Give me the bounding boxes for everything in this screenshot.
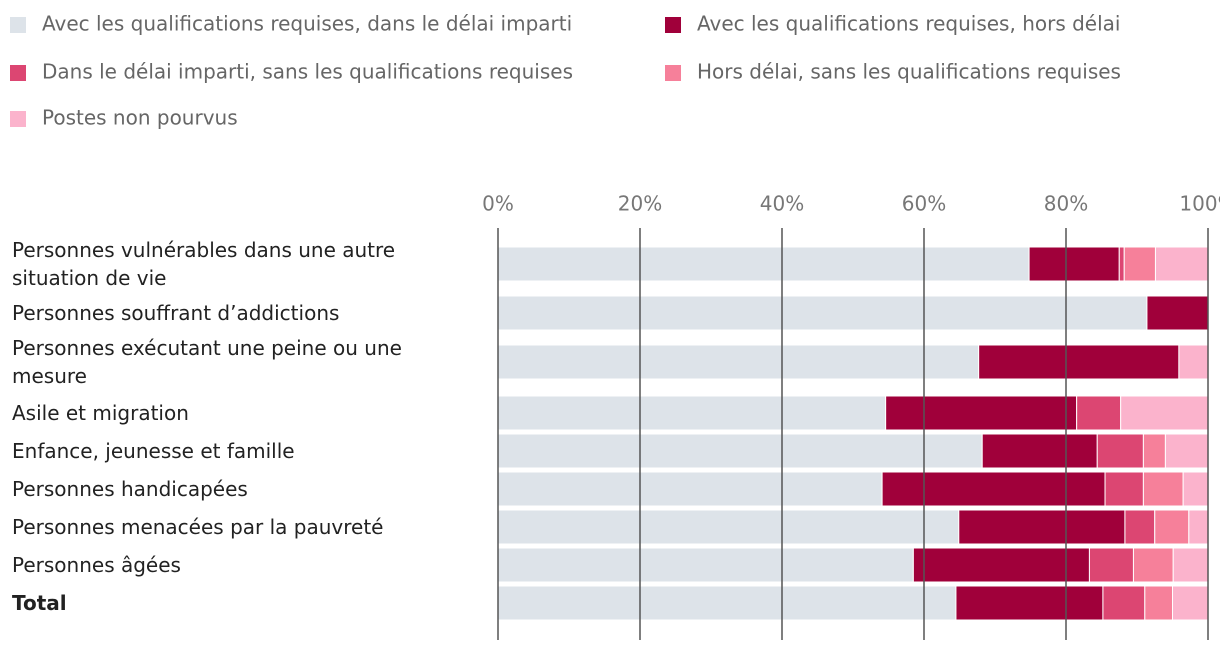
legend-swatch [10, 111, 26, 127]
category-label: Personnes vulnérables dans une autre sit… [12, 238, 396, 290]
bar-segment [1120, 395, 1209, 431]
x-tick-label: 60% [902, 192, 946, 216]
bar-segment [1104, 471, 1144, 507]
bar-segment [1172, 547, 1209, 583]
x-tick-label: 100% [1179, 192, 1220, 216]
category-label: Enfance, jeunesse et famille [12, 439, 295, 463]
legend-label: Avec les qualifications requises, hors d… [697, 12, 1120, 36]
legend-label: Avec les qualifications requises, dans l… [42, 12, 572, 36]
bar-segment [497, 344, 980, 380]
bar-segment [497, 585, 957, 621]
bar-segment [1154, 246, 1209, 282]
legend-label: Hors délai, sans les qualifications requ… [697, 60, 1121, 84]
legend-label: Postes non pourvus [42, 106, 238, 130]
bar-segment [1164, 433, 1209, 469]
bar-segment [497, 509, 960, 545]
bar-segment [1076, 395, 1122, 431]
bar-segment [1096, 433, 1144, 469]
bar-segment [912, 547, 1090, 583]
legend-swatch [665, 65, 681, 81]
x-tick-label: 0% [482, 192, 514, 216]
bar-segment [881, 471, 1106, 507]
category-label: Personnes menacées par la pauvreté [12, 515, 384, 539]
bar-segment [497, 433, 983, 469]
bar-segment [1144, 585, 1174, 621]
bar-segment [885, 395, 1078, 431]
bar-segment [497, 246, 1030, 282]
bar-segment [1123, 246, 1156, 282]
bar-segment [1028, 246, 1120, 282]
bar-segment [1142, 433, 1166, 469]
bar-segment [1182, 471, 1209, 507]
bar-segment [958, 509, 1126, 545]
bar-segment [1172, 585, 1209, 621]
bar-segment [497, 395, 887, 431]
category-label: Asile et migration [12, 401, 189, 425]
legend-label: Dans le délai imparti, sans les qualific… [42, 60, 573, 84]
x-tick-label: 20% [618, 192, 662, 216]
bar-segment [978, 344, 1180, 380]
bar-segment [1102, 585, 1146, 621]
bar-segment [497, 547, 914, 583]
category-label: Personnes souffrant d’addictions [12, 301, 340, 325]
category-label: Personnes handicapées [12, 477, 248, 501]
x-tick-label: 80% [1044, 192, 1088, 216]
bar-segment [1118, 246, 1125, 282]
x-tick-label: 40% [760, 192, 804, 216]
category-label: Personnes exécutant une peine ou une mes… [12, 336, 402, 388]
bar-segment [981, 433, 1098, 469]
category-label: Personnes âgées [12, 553, 181, 577]
legend-swatch [665, 17, 681, 33]
bar-segment [1188, 509, 1209, 545]
bar-segment [1124, 509, 1156, 545]
bar-segment [955, 585, 1104, 621]
bar-segment [1178, 344, 1209, 380]
legend-swatch [10, 65, 26, 81]
category-label: Total [12, 591, 67, 615]
bar-segment [1142, 471, 1184, 507]
bar-segment [1132, 547, 1174, 583]
legend-swatch [10, 17, 26, 33]
bar-segment [1146, 295, 1209, 331]
bar-segment [497, 295, 1148, 331]
bar-segment [1154, 509, 1190, 545]
bar-segment [497, 471, 883, 507]
bar-segment [1088, 547, 1134, 583]
